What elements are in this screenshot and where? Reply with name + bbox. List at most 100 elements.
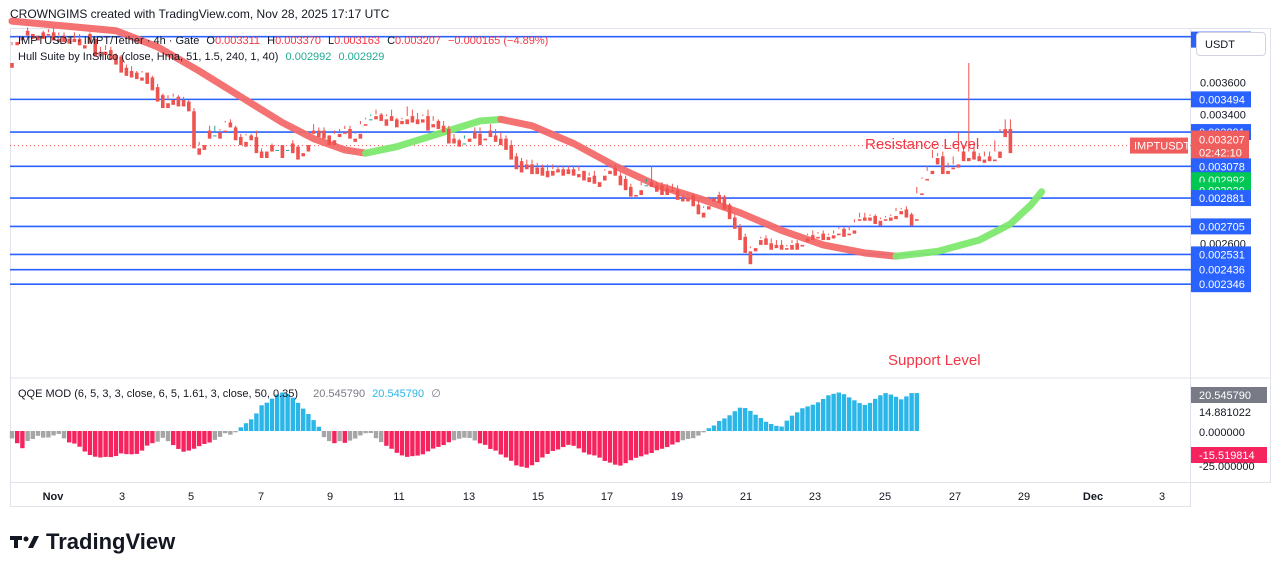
qqe-bar-81: [431, 431, 436, 449]
candle-body-65: [348, 128, 352, 139]
candle-body-10: [62, 35, 66, 43]
qqe-bar-32: [176, 431, 181, 449]
candle-body-139: [733, 217, 737, 229]
candle-body-91: [483, 138, 487, 141]
ohlc-open: O0.003311: [206, 35, 261, 47]
qqe-bar-164: [862, 404, 867, 431]
candle-body-154: [811, 235, 815, 241]
candle-body-19: [109, 50, 113, 60]
date-axis[interactable]: [10, 483, 1191, 507]
candle-body-82: [436, 120, 441, 129]
chart-canvas: 0.0038000.0036000.0034000.0026000.003865…: [8, 17, 1271, 503]
candle-body-160: [842, 228, 846, 237]
candle-body-104: [551, 170, 555, 176]
candle-body-40: [218, 132, 222, 139]
candle-body-129: [681, 198, 685, 202]
candle-body-50: [270, 145, 274, 152]
qqe-bar-3: [25, 431, 30, 441]
candle-body-31: [171, 100, 175, 105]
candle-body-56: [301, 153, 305, 157]
qqe-bar-125: [659, 431, 665, 449]
date-tick-11: 23: [809, 491, 821, 503]
qqe-indicator-label[interactable]: QQE MOD (6, 5, 3, 3, close, 6, 5, 1.61, …: [18, 388, 299, 400]
candle-body-23: [129, 71, 134, 78]
qqe-bar-26: [145, 431, 150, 446]
candle-body-145: [764, 238, 768, 245]
qqe-bar-140: [737, 407, 743, 431]
qqe-bar-11: [67, 431, 72, 443]
candle-body-169: [889, 217, 893, 221]
hull-value-2: 0.002929: [338, 51, 385, 63]
qqe-bar-108: [571, 431, 576, 446]
qqe-bar-167: [878, 395, 883, 431]
qqe-bar-86: [457, 431, 462, 439]
qqe-bar-120: [633, 431, 639, 458]
qqe-bar-88: [467, 431, 472, 439]
candle-body-146: [769, 243, 773, 250]
qqe-bar-15: [87, 431, 93, 456]
qqe-bar-66: [353, 431, 358, 439]
qqe-bar-89: [472, 431, 477, 441]
candle-body-26: [145, 72, 149, 84]
candle-body-162: [852, 230, 857, 234]
qqe-bar-117: [618, 431, 623, 466]
candle-body-68: [363, 124, 368, 126]
price-tick-1: 0.003600: [1200, 77, 1246, 89]
qqe-bar-159: [836, 392, 841, 431]
countdown-label: 02:42:10: [1199, 148, 1242, 160]
qqe-bar-111: [587, 431, 592, 455]
candle-body-70: [374, 116, 378, 120]
candle-body-62: [332, 140, 337, 146]
qqe-bar-112: [592, 431, 597, 456]
candle-body-55: [296, 146, 300, 160]
candle-body-143: [753, 248, 758, 252]
qqe-bar-163: [857, 403, 862, 431]
candle-body-168: [883, 219, 888, 221]
candle-body-96: [509, 145, 513, 160]
date-tick-1: 3: [119, 491, 125, 503]
qqe-bar-61: [327, 431, 332, 442]
hull-indicator-label[interactable]: Hull Suite by InSilico (close, Hma, 51, …: [18, 51, 279, 63]
candle-body-176: [925, 178, 929, 181]
chart-pane[interactable]: [10, 28, 1191, 483]
qqe-bar-72: [384, 431, 389, 446]
candle-body-133: [701, 212, 706, 218]
qqe-bar-14: [82, 431, 87, 452]
qqe-bar-99: [524, 431, 529, 468]
qqe-bar-31: [171, 431, 176, 446]
candle-body-184: [967, 157, 971, 162]
qqe-bar-30: [165, 431, 171, 442]
candle-body-69: [369, 119, 373, 121]
price-axis[interactable]: [1191, 28, 1271, 483]
qqe-bar-137: [722, 418, 727, 431]
qqe-bar-106: [561, 431, 566, 448]
qqe-bar-136: [717, 421, 722, 431]
candle-body-60: [322, 130, 326, 139]
symbol-info[interactable]: IMPTUSDT · IMPT/Tether · 4h · Gate: [18, 35, 200, 47]
price-label-7: 0.002881: [1199, 193, 1245, 205]
candle-body-29: [161, 95, 165, 109]
qqe-bar-77: [410, 431, 415, 457]
candle-body-186: [977, 156, 981, 162]
candle-body-177: [930, 170, 935, 175]
qqe-bar-79: [420, 431, 425, 455]
candle-body-36: [197, 148, 201, 155]
candle-body-172: [904, 209, 909, 218]
candle-body-158: [831, 235, 836, 239]
qqe-bar-48: [259, 405, 264, 431]
candle-body-113: [597, 182, 602, 187]
candle-body-182: [956, 164, 961, 168]
candle-body-142: [748, 251, 753, 265]
candle-body-127: [670, 190, 675, 192]
candle-body-189: [993, 159, 997, 162]
candle-body-190: [998, 151, 1002, 158]
qqe-bar-145: [763, 421, 769, 431]
qqe-bar-54: [290, 397, 295, 431]
candle-body-98: [519, 161, 524, 173]
candle-body-0: [10, 62, 14, 68]
price-label-bg-7: [1191, 190, 1251, 207]
currency-selector[interactable]: USDT: [1196, 32, 1266, 56]
qqe-bar-74: [394, 431, 399, 453]
candle-body-49: [265, 151, 269, 158]
candle-body-52: [280, 145, 285, 158]
